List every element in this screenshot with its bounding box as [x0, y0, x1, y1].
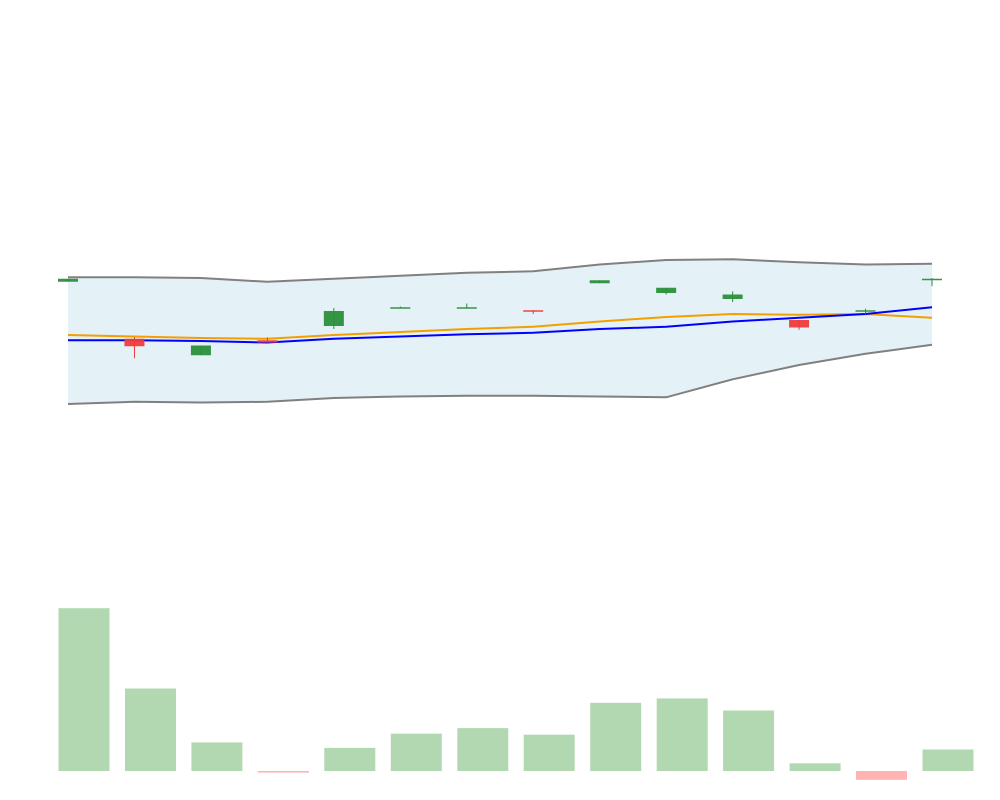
volume-bar [590, 702, 642, 771]
candle [922, 278, 942, 287]
candle-body [456, 307, 477, 309]
candle-body [190, 345, 211, 356]
moving-average-layer [67, 306, 933, 344]
candle-body [855, 310, 876, 312]
candle [589, 280, 610, 284]
candle-body [722, 294, 743, 299]
candle [190, 345, 211, 356]
upper-band-line [68, 258, 933, 283]
volume-bar [457, 728, 509, 771]
candle [58, 278, 78, 282]
candle [656, 287, 677, 295]
band-layer [67, 258, 933, 405]
volume-bar [856, 771, 907, 780]
volume-bar [191, 742, 243, 771]
candle-body [922, 278, 942, 281]
candle-body [323, 311, 344, 326]
candle [855, 308, 876, 314]
candle [789, 320, 810, 330]
candle [722, 291, 743, 302]
volume-bar [789, 763, 841, 771]
volume-bar [324, 747, 376, 771]
candle [323, 308, 344, 329]
candle [257, 337, 278, 343]
volume-bar [58, 608, 110, 771]
candle-body [124, 338, 145, 347]
candle [124, 337, 145, 359]
candle-body [789, 320, 810, 328]
candle [523, 310, 544, 314]
candle [456, 303, 477, 309]
candle-body [589, 280, 610, 284]
candle-body [523, 310, 544, 312]
candle-body [257, 340, 278, 343]
orange-average-line [67, 312, 933, 340]
candle-body [58, 278, 78, 282]
candle-body [390, 307, 411, 309]
band-fill [68, 259, 932, 404]
volume-bar [257, 771, 309, 773]
candlestick-layer [58, 278, 942, 359]
lower-band-line [67, 343, 933, 405]
candle [390, 306, 411, 309]
volume-bar [390, 733, 442, 771]
volume-bar [523, 734, 575, 771]
candle-body [656, 287, 677, 293]
blue-average-line [68, 306, 933, 344]
volume-bar [922, 749, 974, 771]
volume-bar [723, 710, 775, 771]
volume-layer [58, 608, 974, 780]
volume-bar [656, 698, 708, 771]
volume-bar [125, 688, 176, 771]
